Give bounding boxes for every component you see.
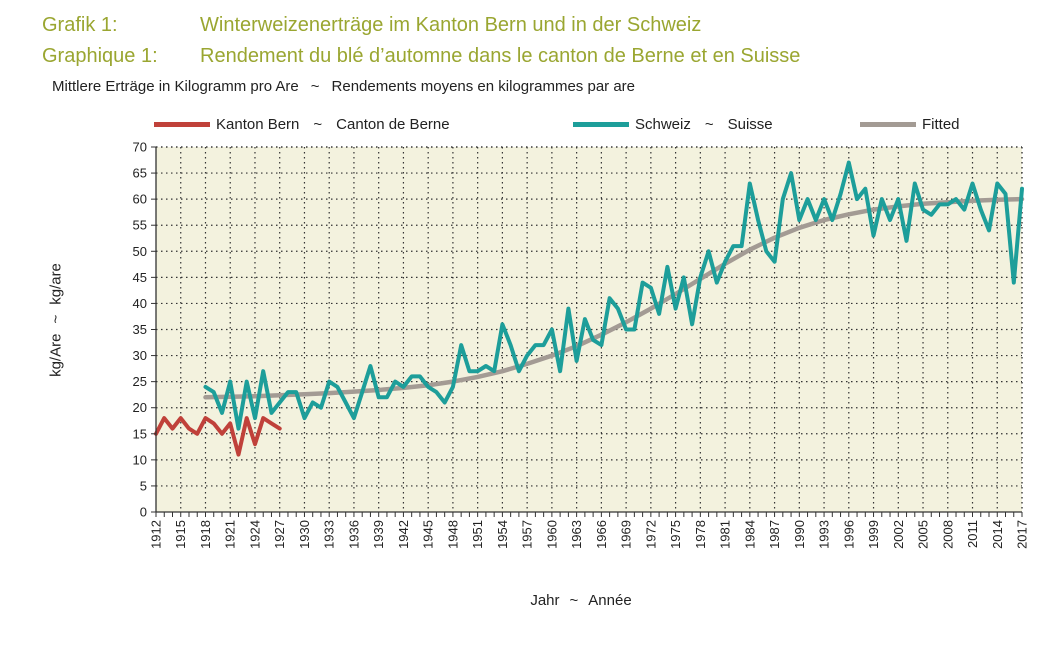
x-tick-label: 1972 bbox=[643, 520, 658, 549]
x-tick-label: 1981 bbox=[718, 520, 733, 549]
y-tick-label: 70 bbox=[133, 140, 147, 155]
x-tick-label: 1927 bbox=[272, 520, 287, 549]
legend-label-fitted: Fitted bbox=[922, 116, 960, 133]
x-tick-label: 1918 bbox=[198, 520, 213, 549]
legend-item-bern: Kanton Bern ~ Canton de Berne bbox=[154, 116, 450, 133]
x-tick-label: 1921 bbox=[223, 520, 238, 549]
x-tick-label: 1960 bbox=[544, 520, 559, 549]
y-tick-label: 60 bbox=[133, 192, 147, 207]
subtitle-de: Mittlere Erträge in Kilogramm pro Are bbox=[52, 78, 299, 95]
y-tick-label: 25 bbox=[133, 374, 147, 389]
x-tick-label: 1912 bbox=[149, 520, 164, 549]
title-de-prefix: Grafik 1: bbox=[42, 14, 118, 36]
x-tick-label: 1963 bbox=[569, 520, 584, 549]
x-axis-separator: ~ bbox=[569, 592, 579, 609]
legend-separator-bern: ~ bbox=[313, 116, 323, 133]
x-tick-label: 2017 bbox=[1015, 520, 1030, 549]
x-tick-label: 2014 bbox=[990, 520, 1005, 549]
x-tick-label: 2002 bbox=[891, 520, 906, 549]
x-tick-label: 1942 bbox=[396, 520, 411, 549]
y-tick-label: 55 bbox=[133, 218, 147, 233]
x-tick-label: 1990 bbox=[792, 520, 807, 549]
title-fr-prefix: Graphique 1: bbox=[42, 45, 158, 67]
x-axis-label-fr: Année bbox=[588, 592, 632, 609]
series-line-schweiz bbox=[203, 160, 1024, 431]
x-tick-label: 1984 bbox=[742, 520, 757, 549]
series-line-bern bbox=[154, 416, 282, 457]
x-tick-label: 1993 bbox=[817, 520, 832, 549]
x-tick-label: 1969 bbox=[619, 520, 634, 549]
y-tick-label: 5 bbox=[140, 478, 147, 493]
y-tick-label: 20 bbox=[133, 400, 147, 415]
x-tick-label: 1966 bbox=[594, 520, 609, 549]
subtitle-fr: Rendements moyens en kilogrammes par are bbox=[331, 78, 636, 95]
legend-swatch-schweiz bbox=[573, 122, 629, 127]
y-tick-label: 0 bbox=[140, 505, 147, 520]
x-tick-label: 2005 bbox=[916, 520, 931, 549]
x-tick-label: 1933 bbox=[322, 520, 337, 549]
x-tick-label: 2011 bbox=[965, 520, 980, 548]
x-tick-label: 1978 bbox=[693, 520, 708, 549]
subtitle-separator: ~ bbox=[310, 78, 320, 95]
legend-item-fitted: Fitted bbox=[860, 116, 960, 133]
x-tick-label: 1999 bbox=[866, 520, 881, 549]
title-fr-text: Rendement du blé d’automne dans le canto… bbox=[200, 45, 801, 67]
legend-item-schweiz: Schweiz ~ Suisse bbox=[573, 116, 773, 133]
title-line-de: Grafik 1: Winterweizenerträge im Kanton B… bbox=[42, 14, 701, 37]
subtitle: Mittlere Erträge in Kilogramm pro Are ~ Re… bbox=[52, 78, 635, 95]
legend-separator-schweiz: ~ bbox=[704, 116, 714, 133]
x-axis-label-de: Jahr bbox=[530, 592, 560, 609]
legend-label-bern-fr: Canton de Berne bbox=[336, 116, 450, 133]
y-tick-label: 45 bbox=[133, 270, 147, 285]
x-tick-label: 1951 bbox=[470, 520, 485, 549]
title-de-text: Winterweizenerträge im Kanton Bern und i… bbox=[200, 14, 702, 36]
legend-label-schweiz-fr: Suisse bbox=[727, 116, 773, 133]
x-axis-label: Jahr ~ Année bbox=[530, 592, 631, 609]
y-tick-label: 65 bbox=[133, 166, 147, 181]
x-tick-label: 1954 bbox=[495, 520, 510, 549]
y-tick-label: 50 bbox=[133, 244, 147, 259]
y-tick-label: 30 bbox=[133, 348, 147, 363]
y-tick-label: 15 bbox=[133, 426, 147, 441]
y-tick-label: 40 bbox=[133, 296, 147, 311]
x-tick-label: 1924 bbox=[247, 520, 262, 549]
x-tick-label: 1939 bbox=[371, 520, 386, 549]
title-line-fr: Graphique 1: Rendement du blé d’automne d… bbox=[42, 45, 800, 68]
x-tick-label: 1915 bbox=[173, 520, 188, 549]
x-tick-label: 1957 bbox=[520, 520, 535, 549]
legend-label-schweiz-de: Schweiz bbox=[635, 116, 691, 133]
x-tick-label: 1930 bbox=[297, 520, 312, 549]
x-tick-label: 1996 bbox=[841, 520, 856, 549]
legend-swatch-bern bbox=[154, 122, 210, 127]
series-layer bbox=[154, 160, 1025, 457]
x-tick-label: 1936 bbox=[346, 520, 361, 549]
x-tick-label: 2008 bbox=[940, 520, 955, 549]
y-tick-label: 35 bbox=[133, 322, 147, 337]
x-tick-label: 1948 bbox=[445, 520, 460, 549]
x-tick-label: 1975 bbox=[668, 520, 683, 549]
axes: 0 5 10 15 20 25 30 35 40 45 50 55 60 65 70 1912 1915 1918… bbox=[133, 140, 1030, 549]
x-tick-label: 1987 bbox=[767, 520, 782, 549]
y-tick-label: 10 bbox=[133, 452, 147, 467]
legend-label-bern-de: Kanton Bern bbox=[216, 116, 300, 133]
x-tick-label: 1945 bbox=[421, 520, 436, 549]
legend-swatch-fitted bbox=[860, 122, 916, 127]
